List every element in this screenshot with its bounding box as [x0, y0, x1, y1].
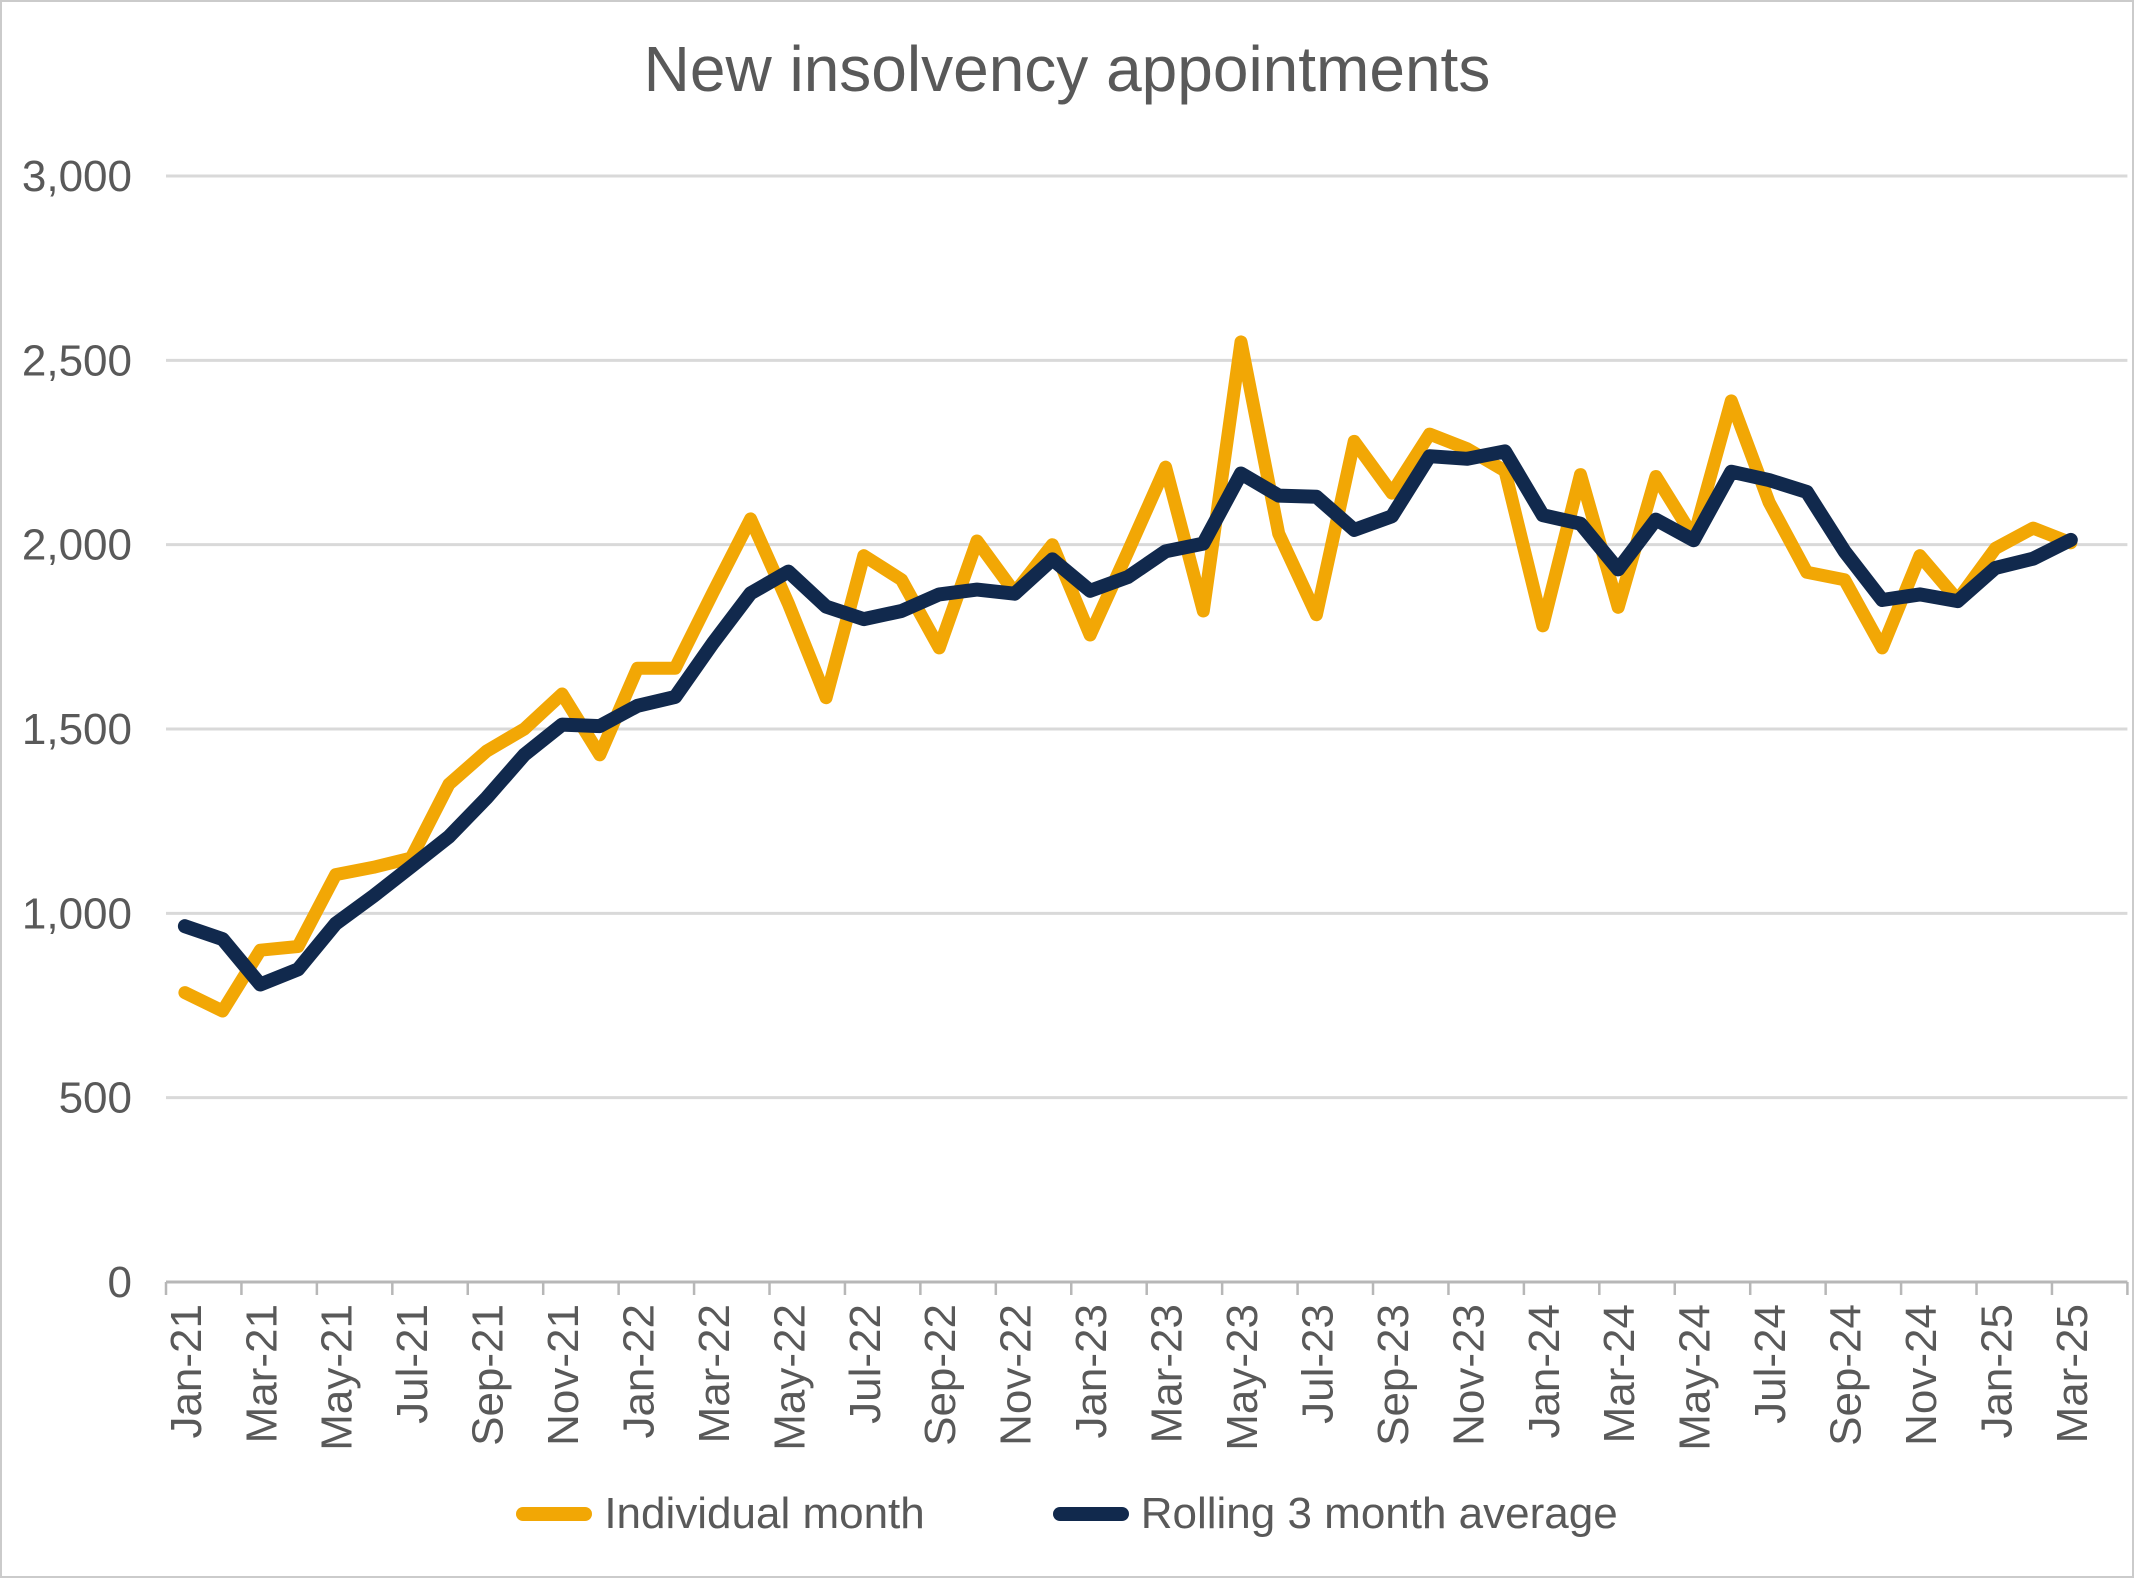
x-axis-label: Jul-24: [1746, 1304, 1795, 1424]
x-axis-label: Jan-21: [162, 1304, 211, 1439]
x-axis-label: Jan-24: [1520, 1304, 1569, 1439]
x-axis-label: Sep-21: [464, 1304, 513, 1446]
x-axis-label: Jul-22: [841, 1304, 890, 1424]
x-axis-label: Mar-23: [1143, 1304, 1192, 1443]
x-axis-label: Nov-24: [1897, 1304, 1946, 1446]
x-axis-label: Mar-25: [2048, 1304, 2097, 1443]
x-axis-label: May-24: [1671, 1304, 1720, 1451]
y-axis-label: 1,500: [22, 705, 132, 754]
x-axis-label: Sep-23: [1369, 1304, 1418, 1446]
x-axis-label: Jan-23: [1067, 1304, 1116, 1439]
x-axis-label: May-23: [1218, 1304, 1267, 1451]
x-axis-label: Nov-22: [992, 1304, 1041, 1446]
x-axis-label: May-21: [313, 1304, 362, 1451]
individual-month-line: [178, 335, 2078, 1018]
x-axis-label: Jul-21: [388, 1304, 437, 1424]
x-axis-label: May-22: [765, 1304, 814, 1451]
legend-item-rolling: Rolling 3 month average: [1052, 1489, 1618, 1539]
x-axis-label: Sep-22: [916, 1304, 965, 1446]
x-axis-label: Sep-24: [1822, 1304, 1871, 1446]
legend-label-rolling: Rolling 3 month average: [1140, 1489, 1618, 1538]
y-axis-label: 2,500: [22, 336, 132, 385]
x-axis-label: Jul-23: [1293, 1304, 1342, 1424]
x-axis-label: Jan-25: [1972, 1304, 2021, 1439]
legend-item-individual: Individual month: [516, 1489, 925, 1539]
x-axis-label: Mar-21: [237, 1304, 286, 1443]
rolling-average-swatch-icon: [1052, 1507, 1129, 1521]
y-axis-label: 2,000: [22, 521, 132, 570]
x-axis-label: Nov-23: [1444, 1304, 1493, 1446]
x-axis-label: Nov-21: [539, 1304, 588, 1446]
x-axis-label: Mar-22: [690, 1304, 739, 1443]
y-axis-label: 1,000: [22, 889, 132, 938]
rolling-average-line: [177, 444, 2078, 992]
y-axis-label: 0: [108, 1258, 132, 1307]
legend-label-individual: Individual month: [604, 1489, 925, 1538]
y-axis-label: 3,000: [22, 152, 132, 201]
chart-title: New insolvency appointments: [643, 33, 1491, 105]
x-axis-label: Mar-24: [1595, 1304, 1644, 1443]
individual-month-swatch-icon: [516, 1507, 593, 1521]
y-axis-label: 500: [59, 1074, 132, 1123]
x-axis-label: Jan-22: [614, 1304, 663, 1439]
legend: Individual month Rolling 3 month average: [2, 1486, 2132, 1542]
